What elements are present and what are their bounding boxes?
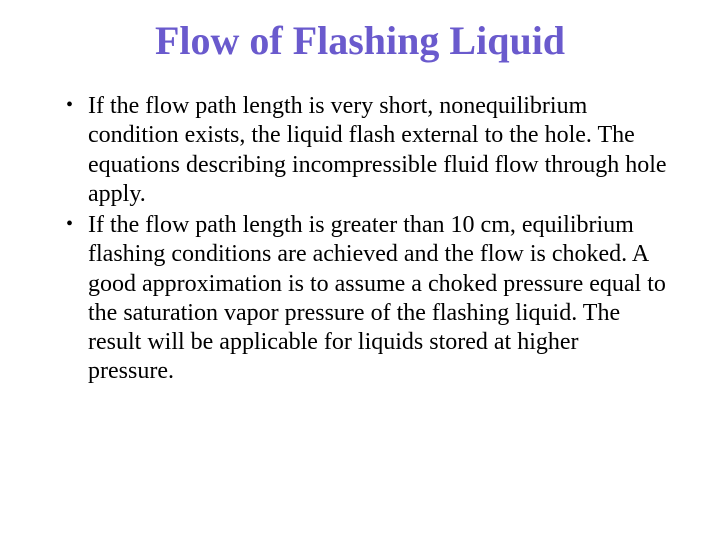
slide: Flow of Flashing Liquid If the flow path… [0,0,720,540]
bullet-list: If the flow path length is very short, n… [30,92,690,387]
slide-title: Flow of Flashing Liquid [30,18,690,64]
list-item: If the flow path length is very short, n… [66,92,670,209]
list-item: If the flow path length is greater than … [66,211,670,387]
